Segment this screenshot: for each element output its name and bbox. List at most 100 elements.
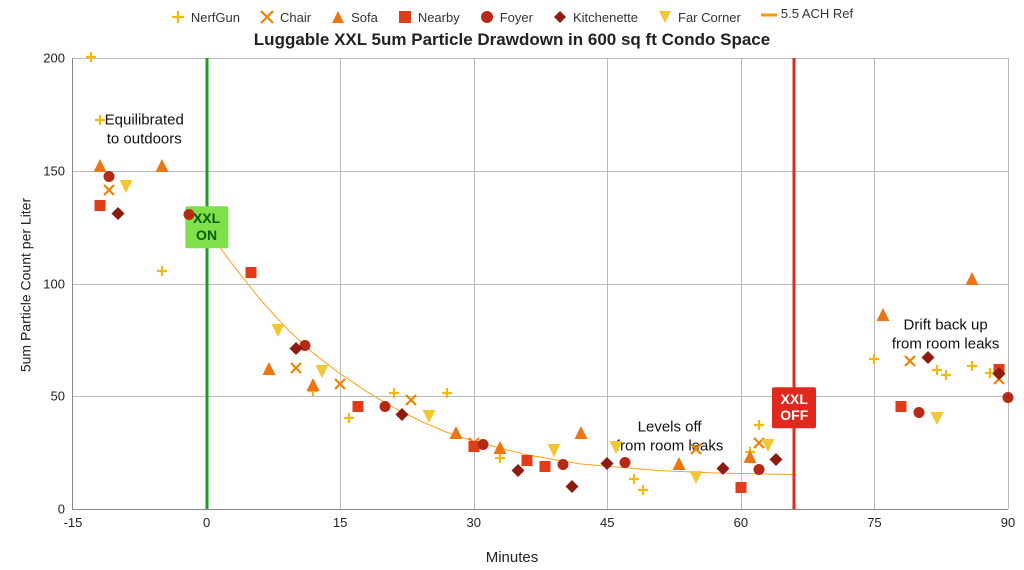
legend-marker-icon [171, 11, 185, 25]
legend-label: 5.5 ACH Ref [781, 6, 853, 21]
legend-item: Chair [260, 10, 311, 25]
annotation: Levels off from room leaks [616, 418, 724, 456]
annotation: Drift back up from room leaks [892, 317, 1000, 355]
data-point [449, 426, 462, 444]
data-point [262, 362, 275, 380]
legend-item: Far Corner [658, 10, 741, 25]
data-point [494, 441, 507, 459]
x-tick: 30 [466, 509, 480, 530]
legend-line-icon [761, 7, 775, 21]
legend-item: NerfGun [171, 10, 240, 25]
data-point [289, 342, 302, 360]
data-point [753, 462, 764, 480]
data-point [896, 399, 907, 417]
event-label: XXL OFF [772, 387, 816, 429]
x-tick: 75 [867, 509, 881, 530]
data-point [761, 439, 774, 457]
data-point [157, 263, 167, 281]
data-point [512, 464, 525, 482]
y-tick: 150 [43, 163, 73, 178]
event-line [205, 58, 208, 509]
data-point [335, 376, 345, 394]
legend-marker-icon [480, 11, 494, 25]
data-point [638, 482, 648, 500]
y-tick: 200 [43, 51, 73, 66]
legend-label: Far Corner [678, 10, 741, 25]
data-point [352, 399, 363, 417]
data-point [967, 358, 977, 376]
legend-marker-icon [553, 11, 567, 25]
data-point [120, 180, 133, 198]
data-point [246, 265, 257, 283]
data-point [921, 351, 934, 369]
y-axis-label: 5um Particle Count per Liter [17, 198, 33, 372]
x-tick: 45 [600, 509, 614, 530]
legend-label: NerfGun [191, 10, 240, 25]
legend-item: Kitchenette [553, 10, 638, 25]
data-point [396, 408, 409, 426]
data-point [601, 457, 614, 475]
data-point [477, 437, 488, 455]
data-point [993, 367, 1006, 385]
legend-marker-icon [331, 11, 345, 25]
gridline-h [73, 284, 1008, 285]
data-point [574, 426, 587, 444]
legend-item: Foyer [480, 10, 533, 25]
legend-item: 5.5 ACH Ref [761, 6, 853, 21]
x-tick: 15 [333, 509, 347, 530]
data-point [86, 49, 96, 67]
y-tick: 100 [43, 276, 73, 291]
data-point [610, 441, 623, 459]
chart-root: NerfGun Chair Sofa Nearby Foyer Kitchenette Fa… [0, 0, 1024, 570]
legend-label: Chair [280, 10, 311, 25]
data-point [672, 457, 685, 475]
gridline-h [73, 171, 1008, 172]
y-tick: 0 [58, 502, 73, 517]
data-point [565, 480, 578, 498]
data-point [547, 444, 560, 462]
data-point [941, 367, 951, 385]
x-axis-label: Minutes [0, 549, 1024, 566]
data-point [877, 308, 890, 326]
data-point [691, 441, 701, 459]
plot-area: -150153045607590050100150200XXL ONXXL OF… [72, 58, 1008, 510]
event-line [793, 58, 796, 509]
legend: NerfGun Chair Sofa Nearby Foyer Kitchenette Fa… [0, 6, 1024, 26]
x-tick: 90 [1001, 509, 1015, 530]
data-point [717, 462, 730, 480]
data-point [94, 198, 105, 216]
data-point [156, 159, 169, 177]
y-tick: 50 [51, 389, 73, 404]
data-point [905, 353, 915, 371]
data-point [316, 365, 329, 383]
legend-marker-icon [260, 11, 274, 25]
gridline-v [1008, 58, 1009, 509]
x-tick: 60 [734, 509, 748, 530]
legend-label: Foyer [500, 10, 533, 25]
data-point [95, 112, 105, 130]
legend-item: Nearby [398, 10, 460, 25]
data-point [423, 410, 436, 428]
data-point [930, 412, 943, 430]
data-point [539, 459, 550, 477]
legend-marker-icon [398, 11, 412, 25]
data-point [754, 417, 764, 435]
legend-item: Sofa [331, 10, 378, 25]
data-point [913, 405, 924, 423]
gridline-h [73, 58, 1008, 59]
data-point [183, 207, 194, 225]
data-point [869, 351, 879, 369]
data-point [111, 207, 124, 225]
legend-marker-icon [658, 11, 672, 25]
gridline-h [73, 396, 1008, 397]
data-point [103, 169, 114, 187]
data-point [291, 360, 301, 378]
legend-label: Sofa [351, 10, 378, 25]
data-point [379, 399, 390, 417]
legend-label: Kitchenette [573, 10, 638, 25]
data-point [690, 471, 703, 489]
annotation: Equilibrated to outdoors [105, 111, 184, 149]
data-point [735, 480, 746, 498]
x-tick: 0 [203, 509, 210, 530]
data-point [966, 272, 979, 290]
